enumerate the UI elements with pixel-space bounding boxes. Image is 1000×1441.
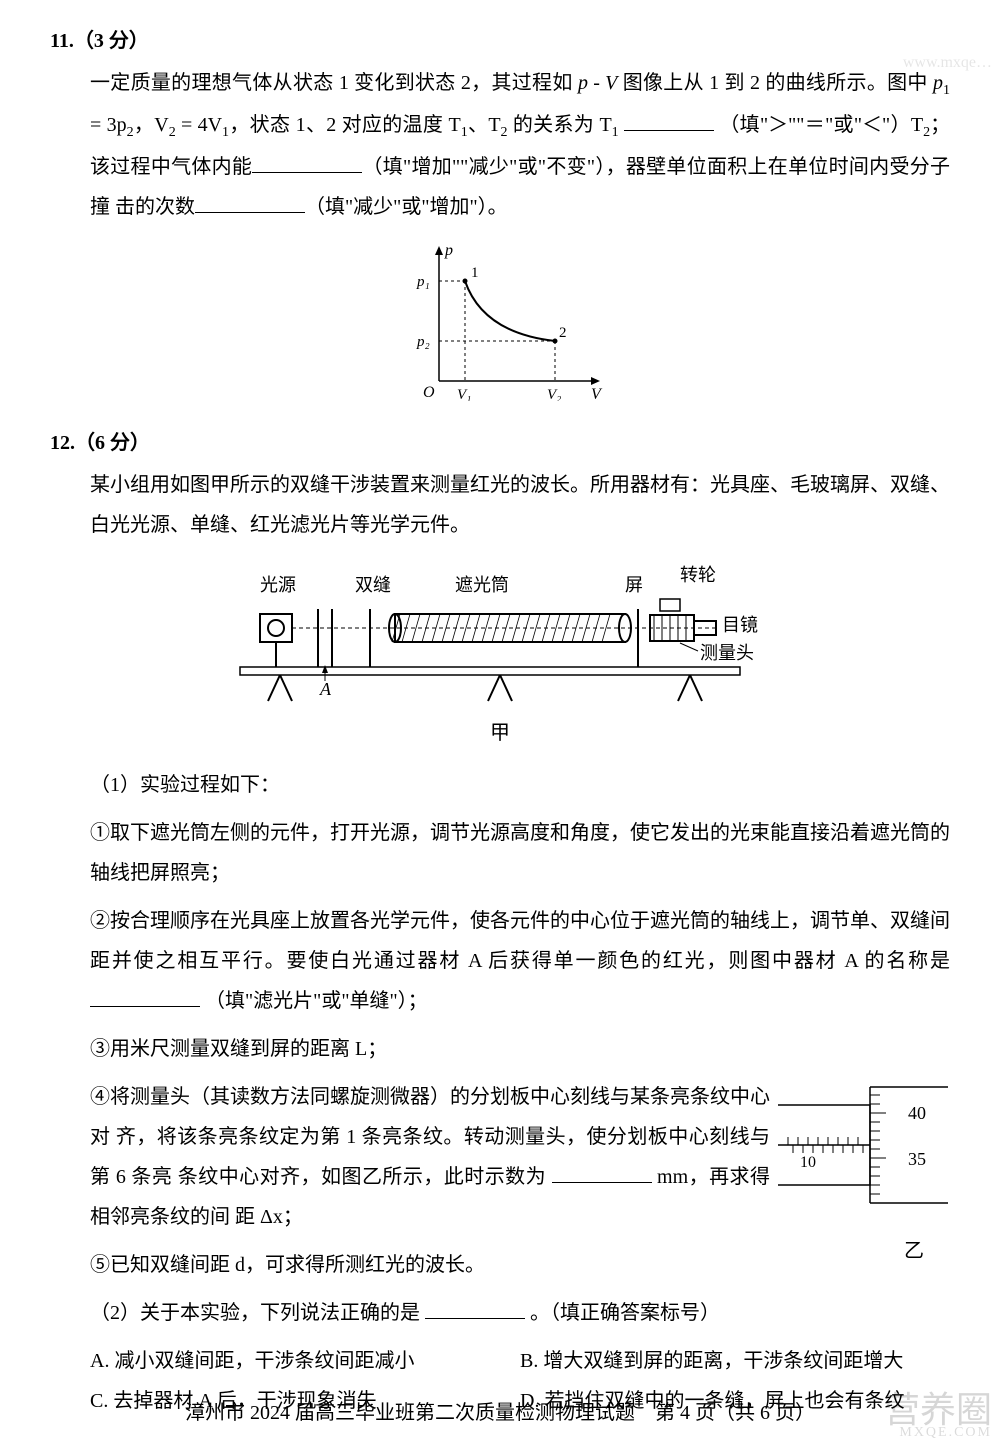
svg-text:p₂: p₂	[416, 334, 430, 350]
svg-text:10: 10	[800, 1154, 816, 1171]
step1a: ①取下遮光筒左侧的元件，打开光源，调节光源高度和角度，使它发出的光束能直接沿着遮…	[90, 822, 950, 844]
eq4: ，状态 1、2 对应的温度 T	[229, 114, 461, 136]
eq2: ，V	[134, 114, 169, 136]
sub8: 2	[923, 125, 930, 140]
svg-text:V₂: V₂	[547, 387, 561, 401]
hint1: （填"＞""＝"或"＜"）T	[719, 114, 923, 136]
q12-diagram-wrap: 光源 双缝 遮光筒 屏 转轮目镜测量头 A 甲	[50, 559, 950, 745]
micrometer-figure: 10 40 35	[778, 1077, 948, 1227]
svg-text:V₁: V₁	[457, 387, 471, 401]
q11-t4: 击的次数	[115, 196, 195, 218]
p2-hint: 。（填正确答案标号）	[530, 1302, 720, 1324]
svg-text:光源: 光源	[260, 575, 296, 595]
apparatus-diagram: 光源 双缝 遮光筒 屏 转轮目镜测量头 A	[220, 559, 780, 709]
q11-text: 一定质量的理想气体从状态 1 变化到状态 2，其过程如 p - V 图像上从 1…	[90, 63, 950, 227]
sub6: 2	[501, 125, 508, 140]
step1: ①取下遮光筒左侧的元件，打开光源，调节光源高度和角度，使它发出的光束能直接沿着遮…	[90, 813, 950, 893]
svg-text:40: 40	[908, 1103, 926, 1123]
svg-text:遮光筒: 遮光筒	[455, 575, 509, 595]
blank-t1t2[interactable]	[624, 111, 714, 131]
var-p: p	[933, 72, 943, 94]
step2: ②按合理顺序在光具座上放置各光学元件，使各元件的中心位于遮光筒的轴线上，调节单、…	[90, 901, 950, 1021]
hint3: （填"减少"或"增加"）。	[305, 196, 508, 218]
step2a: ②按合理顺序在光具座上放置各光学元件，使各元件的中心位于遮光筒的轴线上，调节单、…	[90, 910, 950, 932]
step1b: 轴线把屏照亮；	[90, 862, 230, 884]
svg-text:目镜: 目镜	[722, 615, 758, 635]
svg-text:双缝: 双缝	[355, 575, 391, 595]
q12-p2: （2）关于本实验，下列说法正确的是 。（填正确答案标号）	[90, 1293, 950, 1333]
svg-text:测量头: 测量头	[700, 643, 754, 663]
blank-hits[interactable]	[195, 193, 305, 213]
q11-header: 11.（3 分）	[50, 24, 950, 53]
eq6: 的关系为 T	[508, 114, 612, 136]
svg-text:A: A	[319, 679, 332, 699]
svg-text:1: 1	[471, 265, 479, 281]
blank-answer[interactable]	[425, 1299, 525, 1319]
micrometer-caption: 乙	[778, 1234, 950, 1263]
sub4: 1	[222, 125, 229, 140]
q12-intro1: 某小组用如图甲所示的双缝干涉装置来测量红光的波长。所用器材有：光具座、毛玻璃屏、…	[90, 474, 950, 496]
svg-text:转轮: 转轮	[680, 565, 716, 585]
q12-intro: 某小组用如图甲所示的双缝干涉装置来测量红光的波长。所用器材有：光具座、毛玻璃屏、…	[90, 465, 950, 545]
blank-energy[interactable]	[252, 153, 362, 173]
svg-text:屏: 屏	[625, 575, 643, 595]
eq5: 、T	[468, 114, 501, 136]
diagram-caption: 甲	[50, 716, 950, 745]
q11-t1: 一定质量的理想气体从状态 1 变化到状态 2，其过程如	[90, 72, 578, 94]
sub7: 1	[612, 125, 619, 140]
q11-t1b: 图像上从 1 到 2 的曲线所示。图中	[617, 72, 927, 94]
step3: ③用米尺测量双缝到屏的距离 L；	[90, 1029, 950, 1069]
q12-header: 12.（6 分）	[50, 426, 950, 455]
q12-p1-title: （1）实验过程如下：	[90, 765, 950, 805]
q11-chart-wrap: p V Op₁ p₂ V₁ V₂ 1 2	[50, 241, 950, 406]
watermark-sub: MXQE.COM	[899, 1425, 992, 1441]
step4: ④将测量头（其读数方法同螺旋测微器）的分划板中心刻线与某条亮条纹中心对 齐，将该…	[90, 1077, 770, 1237]
q12-intro2: 白光光源、单缝、红光滤光片等光学元件。	[90, 514, 470, 536]
sub2: 2	[127, 125, 134, 140]
pv-chart: p V Op₁ p₂ V₁ V₂ 1 2	[395, 241, 605, 401]
q11-t3: 该过程中气体内能	[90, 156, 252, 178]
blank-device-a[interactable]	[90, 987, 200, 1007]
step4d: 距 Δx；	[235, 1206, 303, 1228]
semi1: ；	[930, 114, 950, 136]
micrometer-wrap: 10 40 35 乙	[770, 1077, 950, 1263]
sub1: 1	[943, 83, 950, 98]
sub5: 1	[461, 125, 468, 140]
svg-text:p: p	[444, 242, 453, 259]
step2b: 距并使之相互平行。要使白光通过器材 A 后获得单一颜色的红光，则图中器材 A 的…	[90, 950, 950, 972]
step2hint: （填"滤光片"或"单缝"）；	[205, 990, 428, 1012]
svg-text:O: O	[423, 384, 435, 401]
svg-text:35: 35	[908, 1149, 926, 1169]
page-footer: 漳州市 2024 届高三毕业班第二次质量检测物理试题 第 4 页（共 6 页）	[0, 1396, 1000, 1425]
choice-b[interactable]: B. 增大双缝到屏的距离，干涉条纹间距增大	[520, 1341, 950, 1381]
p2-title: （2）关于本实验，下列说法正确的是	[90, 1302, 420, 1324]
blank-reading[interactable]	[552, 1163, 652, 1183]
step5: ⑤已知双缝间距 d，可求得所测红光的波长。	[90, 1245, 770, 1285]
svg-text:p₁: p₁	[416, 274, 430, 290]
step4c: 条纹中心对齐，如图乙所示，此时示数为	[178, 1166, 546, 1188]
pv-var: p - V	[578, 72, 617, 94]
svg-text:V: V	[591, 386, 603, 401]
svg-text:2: 2	[559, 325, 567, 341]
choice-a[interactable]: A. 减小双缝间距，干涉条纹间距减小	[90, 1341, 520, 1381]
eq1: = 3p	[90, 114, 127, 136]
sub3: 2	[169, 125, 176, 140]
eq3: = 4V	[176, 114, 222, 136]
